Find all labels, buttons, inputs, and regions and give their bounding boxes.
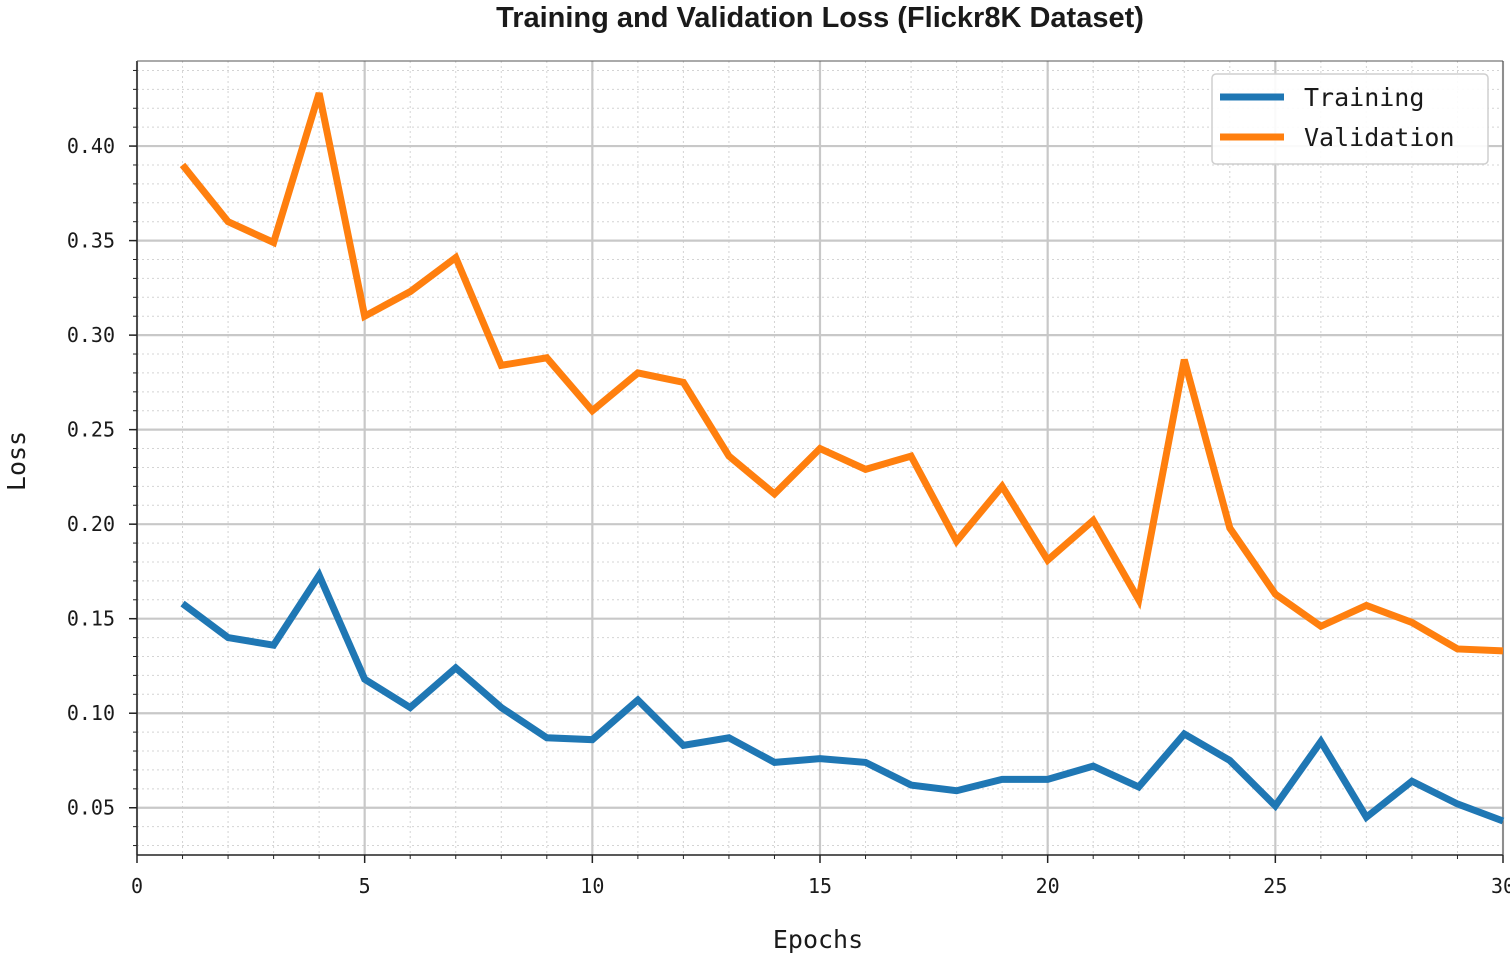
series-layer bbox=[179, 92, 1505, 825]
x-tick-label: 25 bbox=[1263, 874, 1287, 898]
x-tick-label: 0 bbox=[131, 874, 143, 898]
legend-label-validation: Validation bbox=[1304, 123, 1455, 152]
x-axis-label: Epochs bbox=[773, 925, 863, 954]
y-tick-label: 0.05 bbox=[67, 796, 115, 820]
y-tick-label: 0.20 bbox=[67, 512, 115, 536]
y-axis-label: Loss bbox=[2, 431, 31, 491]
y-tick-label: 0.40 bbox=[67, 134, 115, 158]
ticks: 0 5 10 15 20 25 30 0.05 0.10 0.15 0.20 0.25 0.30 0.35… bbox=[67, 69, 1510, 898]
y-tick-label: 0.25 bbox=[67, 418, 115, 442]
x-tick-label: 20 bbox=[1036, 874, 1060, 898]
x-tick-label: 10 bbox=[580, 874, 604, 898]
y-tick-label: 0.35 bbox=[67, 229, 115, 253]
minor-grid bbox=[137, 61, 1503, 855]
series-line-training bbox=[180, 567, 1505, 825]
y-tick-label: 0.10 bbox=[67, 701, 115, 725]
y-tick-label: 0.15 bbox=[67, 607, 115, 631]
y-tick-label: 0.30 bbox=[67, 323, 115, 347]
series-line-validation bbox=[179, 92, 1504, 655]
x-tick-label: 30 bbox=[1491, 874, 1510, 898]
x-tick-label: 15 bbox=[808, 874, 832, 898]
chart-title: Training and Validation Loss (Flickr8K D… bbox=[496, 2, 1144, 34]
x-tick-label: 5 bbox=[359, 874, 371, 898]
legend: Training Validation bbox=[1211, 73, 1489, 165]
legend-label-training: Training bbox=[1304, 83, 1424, 112]
